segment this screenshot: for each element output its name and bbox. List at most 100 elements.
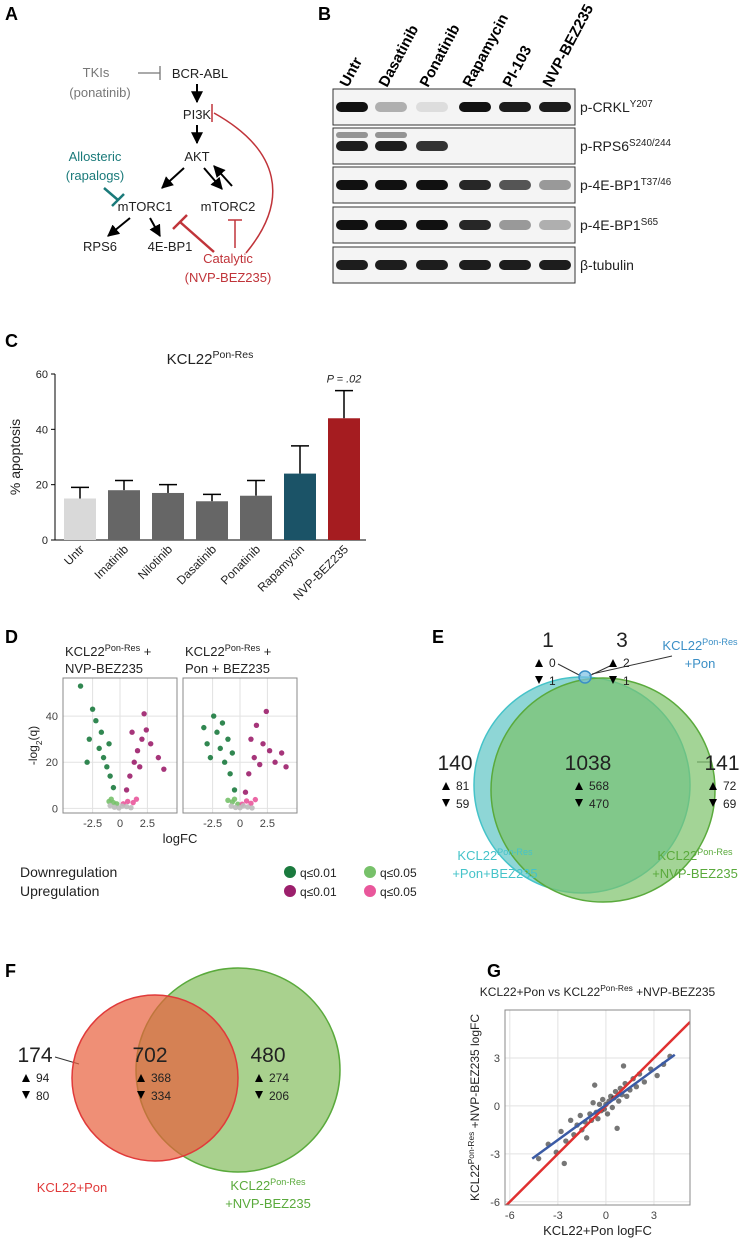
point — [96, 745, 102, 752]
point — [227, 771, 233, 777]
y-axis-label-part: Pon-Res — [466, 1132, 476, 1165]
subtitle-part: KCL22 — [65, 644, 105, 659]
node-label: (rapalogs) — [66, 168, 125, 183]
point — [232, 804, 239, 811]
point — [228, 803, 234, 809]
y-tick-label: 0 — [494, 1101, 500, 1113]
set-label: KCL22Pon-Res — [662, 637, 738, 653]
subtitle-part: Pon-Res — [225, 643, 261, 653]
point — [633, 1084, 640, 1090]
plot-panel — [505, 1010, 690, 1205]
point — [240, 803, 246, 809]
x-tick-label: 2.5 — [140, 818, 155, 830]
y-tick-label: 20 — [36, 480, 48, 492]
set-label-part: Pon-Res — [270, 1177, 306, 1187]
inhibition — [213, 112, 274, 254]
up-icon — [22, 1074, 30, 1082]
legend-swatch — [364, 885, 376, 897]
down-count: 69 — [723, 797, 737, 811]
point — [214, 729, 220, 735]
point — [283, 764, 289, 770]
y-axis-label-part: -log — [26, 745, 40, 765]
row-label-part: T37/46 — [641, 177, 672, 188]
point — [127, 773, 133, 779]
blot-band — [416, 141, 448, 151]
point — [535, 1155, 542, 1162]
plot-border — [504, 1009, 691, 1206]
point — [141, 711, 147, 717]
blot-band — [336, 260, 368, 270]
set-label: KCL22+Pon — [37, 1180, 107, 1195]
bar — [240, 495, 272, 540]
set-label-part: Pon-Res — [497, 847, 533, 857]
y-tick-label: 40 — [46, 711, 58, 723]
panel-label: B — [318, 4, 331, 24]
subtitle: KCL22Pon-Res + — [65, 643, 151, 659]
down-icon — [255, 1091, 263, 1099]
point — [614, 1125, 620, 1131]
up-count: 368 — [151, 1071, 171, 1085]
blot-band — [459, 260, 491, 270]
arrow — [107, 217, 131, 237]
down-icon — [137, 1091, 145, 1099]
blot-band — [416, 180, 448, 190]
down-icon — [709, 799, 717, 807]
y-tick-label: -3 — [490, 1149, 500, 1161]
lane-label: Dasatinib — [376, 22, 423, 90]
region-count: 3 — [616, 629, 628, 652]
point — [558, 1128, 564, 1135]
point — [89, 706, 96, 712]
point — [246, 771, 252, 777]
row-label-part: p-RPS6 — [580, 138, 629, 154]
y-axis-label-part: +NVP-BEZ235 logFC — [468, 1014, 482, 1132]
point — [266, 747, 273, 754]
point — [143, 727, 150, 733]
region-count: 1038 — [565, 752, 612, 775]
point — [252, 796, 259, 803]
node-label: RPS6 — [83, 239, 117, 254]
region-count: 174 — [17, 1044, 52, 1067]
panel-label: F — [5, 961, 16, 981]
arrow — [161, 167, 185, 189]
blot-box — [332, 127, 576, 165]
node-label: AKT — [184, 149, 209, 164]
set-label: KCL22Pon-Res — [457, 847, 533, 863]
point — [225, 797, 231, 804]
up-icon — [575, 782, 583, 790]
set-label: +Pon+BEZ235 — [452, 866, 537, 881]
blot-band — [459, 102, 491, 112]
blot-band — [416, 102, 448, 112]
down-icon — [442, 799, 450, 807]
arrow — [149, 217, 161, 238]
row-label: p-4E-BP1S65 — [580, 217, 659, 234]
point — [107, 773, 113, 779]
point — [93, 717, 99, 724]
pathway-diagram: TKIs (ponatinib) BCR-ABL PI3K AKT mTORC1… — [66, 65, 274, 285]
y-tick-label: 60 — [36, 369, 48, 381]
blot-band — [539, 260, 571, 270]
blot-band — [375, 180, 407, 190]
chart-title-part: KCL22 — [167, 351, 213, 368]
up-count: 2 — [623, 656, 630, 670]
point — [620, 1063, 627, 1069]
point — [596, 1101, 603, 1108]
x-axis-label: KCL22+Pon logFC — [543, 1223, 652, 1238]
point — [563, 1138, 569, 1144]
x-tick-label: Nilotinib — [135, 542, 175, 582]
node-label: PI3K — [183, 107, 212, 122]
point — [133, 796, 140, 802]
row-label-part: p-CRKL — [580, 99, 630, 115]
blot-band — [336, 141, 368, 151]
x-tick-label: -6 — [505, 1210, 515, 1222]
inhibition — [103, 187, 119, 201]
point — [107, 802, 113, 809]
x-tick-label: 2.5 — [260, 818, 275, 830]
down-count: 59 — [456, 797, 470, 811]
point — [221, 759, 228, 765]
point — [130, 799, 136, 806]
y-axis-label-part: 2 — [34, 740, 44, 745]
blot-band — [499, 102, 531, 112]
row-label-part: p-4E-BP1 — [580, 217, 641, 233]
y-tick-label: 0 — [42, 535, 48, 547]
